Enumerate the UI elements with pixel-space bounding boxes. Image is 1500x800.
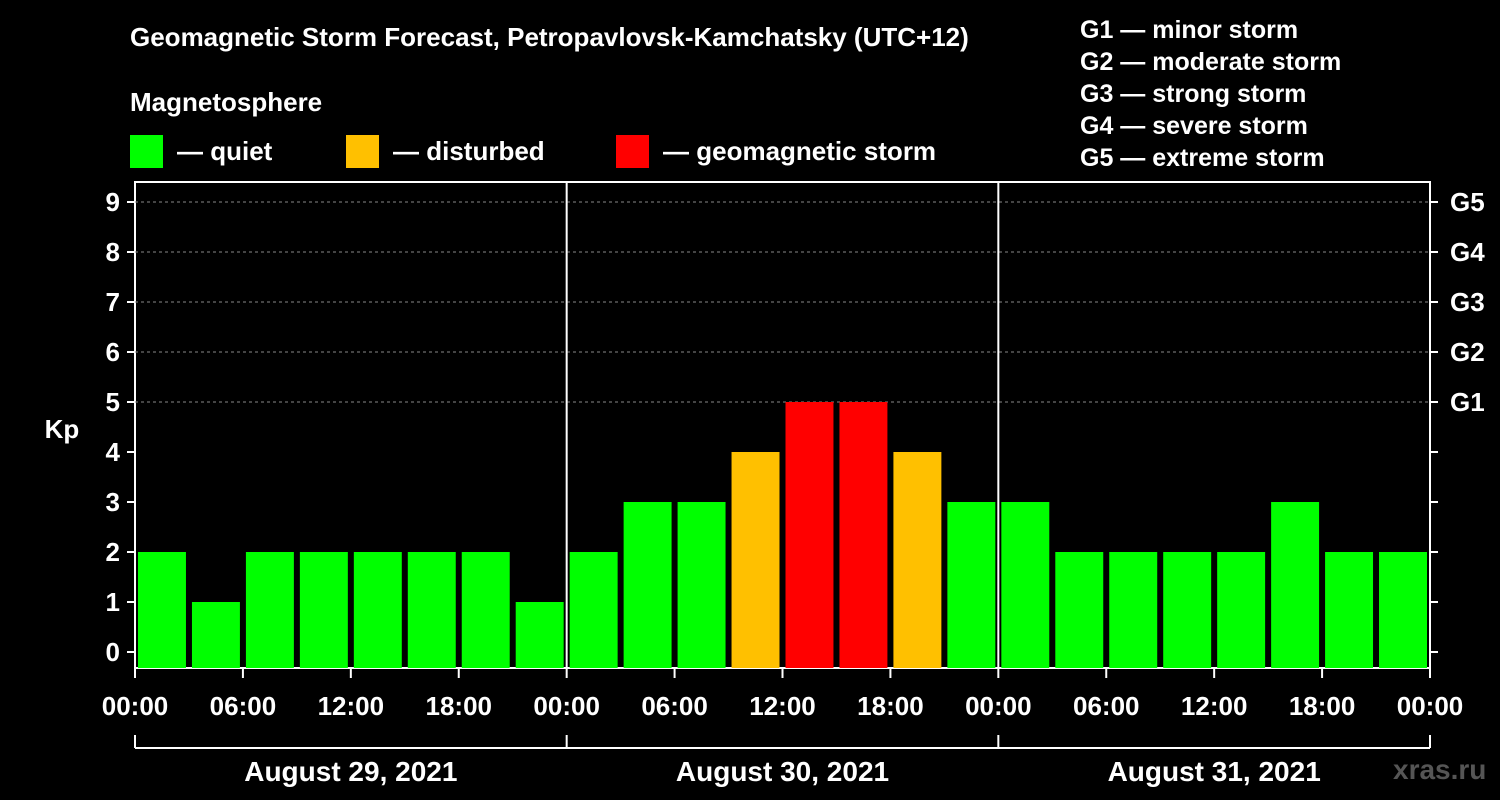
storm-level-g1: G1 — minor storm xyxy=(1080,16,1299,44)
right-axis-label-g3: G3 xyxy=(1450,287,1485,317)
bar xyxy=(515,602,564,668)
right-axis-label-g1: G1 xyxy=(1450,387,1485,417)
x-tick-label: 00:00 xyxy=(533,691,600,721)
x-tick-label: 18:00 xyxy=(426,691,493,721)
storm-level-g5: G5 — extreme storm xyxy=(1080,144,1325,172)
storm-level-g3: G3 — strong storm xyxy=(1080,80,1307,108)
legend-title: Magnetosphere xyxy=(130,87,323,117)
x-tick-label: 06:00 xyxy=(1073,691,1140,721)
y-tick-label: 3 xyxy=(106,487,120,517)
legend-label-disturbed: — disturbed xyxy=(393,135,545,166)
legend-swatch-storm xyxy=(616,134,649,168)
y-tick-label: 4 xyxy=(106,437,121,467)
legend-label-quiet: — quiet xyxy=(177,135,273,166)
bar xyxy=(461,552,510,668)
storm-level-g2: G2 — moderate storm xyxy=(1080,48,1342,76)
legend-swatch-disturbed xyxy=(346,134,379,168)
day-label: August 29, 2021 xyxy=(244,756,457,787)
storm-level-legend: G1 — minor storm G2 — moderate storm G3 … xyxy=(1080,14,1341,174)
bar xyxy=(623,502,672,668)
x-tick-label: 12:00 xyxy=(318,691,385,721)
y-tick-label: 5 xyxy=(106,387,120,417)
watermark: xras.ru xyxy=(1393,754,1487,785)
bar xyxy=(353,552,402,668)
day-label: August 30, 2021 xyxy=(676,756,889,787)
bar xyxy=(1001,502,1050,668)
x-tick-label: 06:00 xyxy=(641,691,708,721)
legend-swatch-quiet xyxy=(130,134,163,168)
y-tick-label: 2 xyxy=(106,537,120,567)
y-tick-label: 7 xyxy=(106,287,120,317)
right-axis-label-g5: G5 xyxy=(1450,187,1485,217)
legend-label-storm: — geomagnetic storm xyxy=(663,135,937,166)
bar xyxy=(191,602,240,668)
y-tick-label: 9 xyxy=(106,187,120,217)
bar xyxy=(1271,502,1320,668)
bar xyxy=(1379,552,1427,668)
y-tick-label: 6 xyxy=(106,337,120,367)
right-axis-label-g2: G2 xyxy=(1450,337,1485,367)
bar xyxy=(947,502,996,668)
day-label: August 31, 2021 xyxy=(1108,756,1321,787)
bar xyxy=(1325,552,1374,668)
y-tick-label: 0 xyxy=(106,637,120,667)
y-axis-title: Kp xyxy=(45,414,80,444)
bar xyxy=(893,452,942,668)
x-tick-label: 18:00 xyxy=(1289,691,1356,721)
chart-title: Geomagnetic Storm Forecast, Petropavlovs… xyxy=(130,22,969,52)
x-tick-label: 00:00 xyxy=(1397,691,1464,721)
y-tick-label: 1 xyxy=(106,587,120,617)
bar xyxy=(1055,552,1104,668)
legend-item-disturbed: — disturbed xyxy=(346,134,545,168)
bar xyxy=(299,552,348,668)
bar xyxy=(407,552,456,668)
right-axis-label-g4: G4 xyxy=(1450,237,1485,267)
bar xyxy=(785,402,834,668)
legend-item-quiet: — quiet xyxy=(130,134,272,168)
bar xyxy=(677,502,726,668)
legend-item-storm: — geomagnetic storm xyxy=(616,134,936,168)
bar xyxy=(138,552,186,668)
bar xyxy=(1163,552,1212,668)
y-tick-label: 8 xyxy=(106,237,120,267)
storm-level-g4: G4 — severe storm xyxy=(1080,112,1308,140)
x-tick-label: 06:00 xyxy=(210,691,277,721)
x-tick-label: 12:00 xyxy=(1181,691,1248,721)
bar xyxy=(1109,552,1158,668)
bar xyxy=(839,402,888,668)
bar xyxy=(245,552,294,668)
x-tick-label: 00:00 xyxy=(965,691,1032,721)
x-tick-label: 18:00 xyxy=(857,691,924,721)
bar xyxy=(569,552,618,668)
x-tick-label: 00:00 xyxy=(102,691,169,721)
bar xyxy=(1217,552,1266,668)
bar xyxy=(731,452,780,668)
x-tick-label: 12:00 xyxy=(749,691,816,721)
